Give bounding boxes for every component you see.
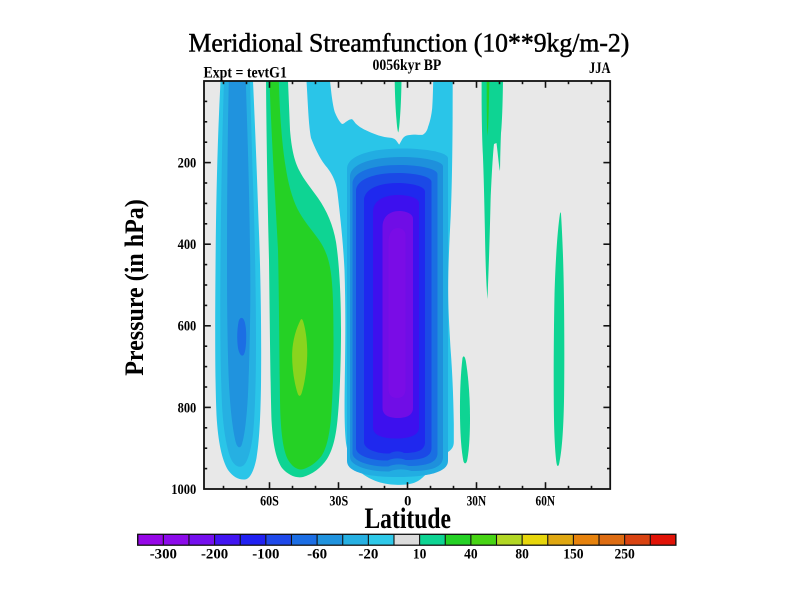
svg-text:150: 150	[563, 547, 583, 563]
svg-text:-100: -100	[252, 547, 279, 563]
svg-text:Meridional Streamfunction (10*: Meridional Streamfunction (10**9kg/m-2)	[189, 27, 630, 57]
svg-text:400: 400	[178, 237, 197, 253]
svg-text:600: 600	[178, 319, 197, 335]
svg-text:-60: -60	[307, 547, 327, 563]
svg-text:30N: 30N	[467, 493, 487, 509]
svg-text:800: 800	[178, 400, 197, 416]
svg-text:Pressure (in hPa): Pressure (in hPa)	[120, 199, 149, 376]
svg-text:0056kyr BP: 0056kyr BP	[373, 57, 442, 74]
svg-text:30S: 30S	[329, 493, 348, 509]
svg-text:200: 200	[178, 156, 197, 172]
svg-text:-200: -200	[201, 547, 228, 563]
svg-text:0: 0	[404, 493, 411, 509]
svg-text:Expt = tevtG1: Expt = tevtG1	[204, 65, 287, 82]
svg-text:60S: 60S	[260, 493, 279, 509]
svg-text:10: 10	[413, 547, 427, 563]
svg-text:-20: -20	[358, 547, 378, 563]
svg-text:40: 40	[464, 547, 478, 563]
svg-text:Latitude: Latitude	[364, 502, 451, 535]
svg-text:-300: -300	[150, 547, 177, 563]
svg-text:250: 250	[614, 547, 634, 563]
svg-text:80: 80	[515, 547, 529, 563]
svg-text:JJA: JJA	[589, 60, 611, 77]
svg-text:1000: 1000	[171, 482, 196, 498]
svg-text:60N: 60N	[536, 493, 556, 509]
